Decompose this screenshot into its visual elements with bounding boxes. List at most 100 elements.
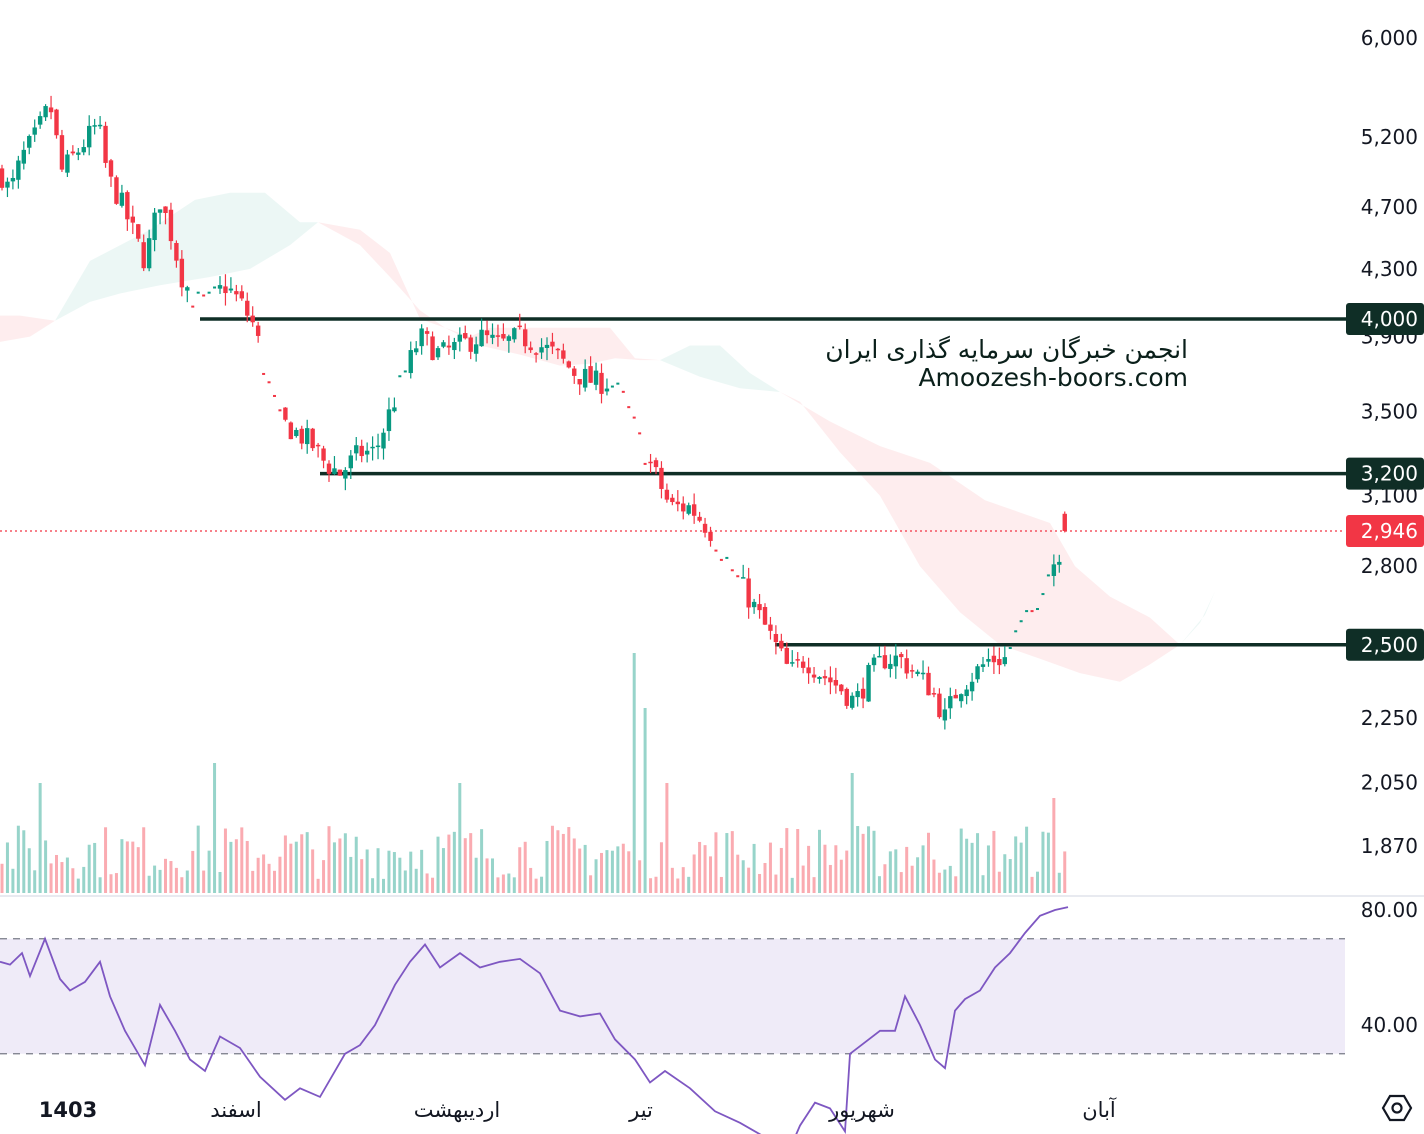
candle-body[interactable] — [70, 151, 76, 154]
candle-body[interactable] — [87, 125, 92, 148]
candle-body[interactable] — [48, 107, 54, 113]
candle-body[interactable] — [386, 409, 392, 432]
candle-body[interactable] — [1002, 657, 1007, 665]
candle-dash[interactable] — [730, 569, 734, 572]
candle-body[interactable] — [877, 655, 882, 658]
candle-dash[interactable] — [262, 372, 266, 375]
candle-body[interactable] — [561, 350, 566, 359]
candle-body[interactable] — [305, 428, 310, 445]
candle-dash[interactable] — [1036, 608, 1039, 611]
candle-body[interactable] — [757, 604, 762, 611]
candle-body[interactable] — [866, 664, 871, 702]
candle-body[interactable] — [37, 116, 43, 125]
candle-body[interactable] — [130, 216, 135, 223]
candle-body[interactable] — [795, 659, 800, 661]
candle-body[interactable] — [708, 531, 713, 541]
candle-body[interactable] — [691, 504, 697, 516]
candle-body[interactable] — [517, 325, 522, 328]
candle-body[interactable] — [784, 647, 789, 664]
candle-body[interactable] — [572, 368, 577, 376]
candle-body[interactable] — [457, 334, 462, 342]
candle-body[interactable] — [964, 689, 969, 697]
candle-body[interactable] — [239, 291, 244, 299]
candle-body[interactable] — [588, 366, 593, 383]
candle-body[interactable] — [136, 224, 141, 239]
candle-body[interactable] — [490, 334, 495, 338]
candle-body[interactable] — [915, 671, 920, 674]
candle-body[interactable] — [473, 344, 479, 354]
candle-body[interactable] — [354, 445, 359, 454]
candle-body[interactable] — [168, 209, 174, 242]
candle-body[interactable] — [375, 445, 381, 448]
candle-body[interactable] — [408, 350, 413, 374]
candle-body[interactable] — [806, 667, 811, 674]
candle-body[interactable] — [424, 331, 430, 334]
candle-body[interactable] — [283, 407, 288, 420]
candle-body[interactable] — [817, 677, 822, 679]
candle-body[interactable] — [468, 337, 473, 352]
candle-body[interactable] — [948, 696, 953, 709]
candle-body[interactable] — [452, 342, 457, 351]
candle-body[interactable] — [566, 361, 571, 368]
candle-body[interactable] — [479, 329, 484, 347]
candle-body[interactable] — [909, 670, 915, 672]
candle-body[interactable] — [822, 676, 828, 679]
candle-body[interactable] — [441, 342, 446, 347]
candle-body[interactable] — [768, 624, 773, 631]
candle-body[interactable] — [779, 640, 784, 649]
candle-body[interactable] — [381, 432, 386, 449]
candle-body[interactable] — [245, 300, 250, 316]
candle-body[interactable] — [953, 694, 958, 699]
candle-body[interactable] — [904, 658, 909, 674]
candle-body[interactable] — [969, 681, 975, 692]
candle-body[interactable] — [332, 468, 337, 474]
candle-body[interactable] — [528, 347, 533, 351]
candle-body[interactable] — [577, 379, 582, 385]
candle-body[interactable] — [16, 160, 21, 180]
candle-body[interactable] — [125, 192, 130, 220]
candle-body[interactable] — [790, 662, 795, 664]
candle-body[interactable] — [539, 347, 544, 353]
candle-body[interactable] — [92, 125, 97, 127]
candle-body[interactable] — [860, 688, 866, 699]
candle-body[interactable] — [119, 192, 125, 206]
candle-body[interactable] — [833, 679, 839, 686]
candle-body[interactable] — [800, 661, 806, 668]
candle-body[interactable] — [773, 634, 779, 643]
candle-body[interactable] — [59, 135, 65, 170]
candle-body[interactable] — [435, 348, 441, 358]
candle-body[interactable] — [844, 688, 849, 706]
candle-body[interactable] — [997, 659, 1002, 666]
candle-dash[interactable] — [202, 294, 206, 297]
candle-dash[interactable] — [398, 375, 402, 378]
candle-body[interactable] — [670, 497, 675, 503]
candle-body[interactable] — [484, 330, 490, 336]
candle-body[interactable] — [899, 654, 904, 658]
candle-body[interactable] — [593, 370, 599, 385]
candle-body[interactable] — [681, 503, 686, 512]
candle-body[interactable] — [986, 659, 991, 662]
candle-body[interactable] — [370, 446, 375, 449]
candle-body[interactable] — [337, 469, 343, 476]
candle-body[interactable] — [414, 348, 419, 353]
candle-dash[interactable] — [1008, 647, 1012, 650]
rsi-pane[interactable] — [0, 895, 1424, 1134]
candle-body[interactable] — [648, 461, 653, 464]
candle-dash[interactable] — [1046, 574, 1050, 577]
candle-body[interactable] — [76, 152, 81, 155]
candle-body[interactable] — [544, 344, 550, 348]
candle-dash[interactable] — [403, 370, 407, 373]
candle-body[interactable] — [506, 336, 512, 341]
candle-body[interactable] — [702, 523, 708, 533]
candle-body[interactable] — [288, 422, 294, 440]
candle-body[interactable] — [234, 291, 239, 295]
candle-body[interactable] — [926, 672, 931, 696]
candle-dash[interactable] — [207, 291, 211, 294]
candle-dash[interactable] — [627, 406, 631, 409]
candle-body[interactable] — [653, 460, 659, 468]
price-axis[interactable]: 6,0005,2004,7004,3003,9003,5003,1002,800… — [1361, 26, 1418, 1037]
candle-body[interactable] — [157, 209, 163, 213]
candle-body[interactable] — [495, 335, 501, 337]
candle-body[interactable] — [920, 672, 926, 675]
candle-body[interactable] — [103, 125, 108, 163]
